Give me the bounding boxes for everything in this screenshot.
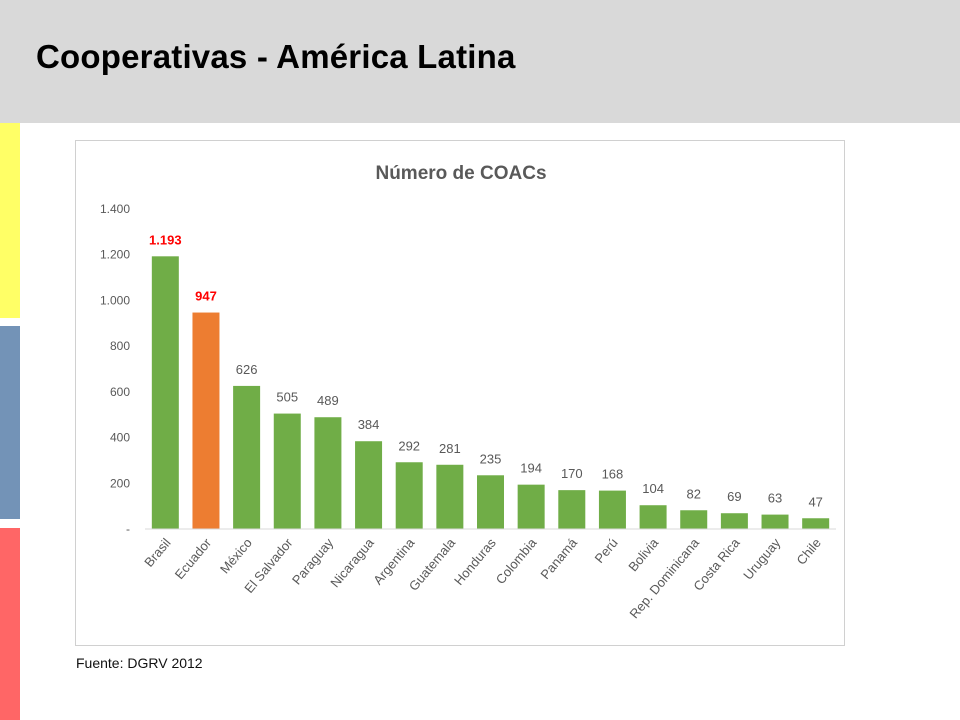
bars-group <box>151 256 830 529</box>
bar-chart-frame: Número de COACs - 200 400 600 800 1.000 1.200 1… <box>75 140 845 646</box>
x-tick-label: Honduras <box>451 535 499 588</box>
bar-15 <box>761 514 789 529</box>
y-tick-label: 200 <box>110 476 130 490</box>
bar-16 <box>802 518 830 529</box>
data-label: 947 <box>195 289 217 304</box>
x-tick-label: Brasil <box>141 535 173 570</box>
bar-11 <box>598 490 626 529</box>
data-label: 168 <box>602 467 624 482</box>
y-tick-label: 1.400 <box>100 202 130 216</box>
data-label: 489 <box>317 393 339 408</box>
x-tick-label: Bolivia <box>625 535 662 575</box>
x-tick-label: Uruguay <box>740 535 783 583</box>
y-tick-label: 1.200 <box>100 248 130 262</box>
x-tick-label: Ecuador <box>172 535 215 582</box>
y-tick-label: 1.000 <box>100 293 130 307</box>
data-label: 1.193 <box>149 232 182 247</box>
bar-13 <box>680 510 708 529</box>
bar-4 <box>314 417 342 529</box>
bar-2 <box>233 385 261 529</box>
data-label: 47 <box>808 494 822 509</box>
data-label: 69 <box>727 489 741 504</box>
data-label: 505 <box>276 390 298 405</box>
slide-header: Cooperativas - América Latina <box>0 0 960 123</box>
bar-5 <box>355 441 383 529</box>
bar-12 <box>639 505 667 529</box>
bar-6 <box>395 462 423 529</box>
accent-stripe-blue <box>0 326 20 519</box>
bar-chart: Número de COACs - 200 400 600 800 1.000 1.200 1… <box>100 163 836 622</box>
y-tick-label: - <box>126 522 130 536</box>
data-labels-group: 1.193 947 626 505 489 384 292 281 235 194 170 168 10… <box>149 232 823 509</box>
y-tick-label: 600 <box>110 385 130 399</box>
x-tick-label: Rep. Dominicana <box>626 535 702 622</box>
y-tick-label: 800 <box>110 339 130 353</box>
accent-stripe-red <box>0 528 20 720</box>
accent-stripe-yellow <box>0 123 20 318</box>
bar-9 <box>517 484 545 529</box>
x-tick-label: Perú <box>592 535 621 566</box>
data-label: 63 <box>768 491 782 506</box>
data-label: 170 <box>561 466 583 481</box>
bar-7 <box>436 464 464 529</box>
bar-3 <box>273 413 301 529</box>
slide-title: Cooperativas - América Latina <box>36 38 516 75</box>
bar-0 <box>151 256 179 529</box>
data-label: 292 <box>398 438 420 453</box>
data-label: 235 <box>480 451 502 466</box>
bar-14 <box>720 513 748 529</box>
data-label: 194 <box>520 461 542 476</box>
data-label: 281 <box>439 441 461 456</box>
data-label: 384 <box>358 417 380 432</box>
x-tick-label: Chile <box>793 535 824 567</box>
bar-10 <box>558 490 586 529</box>
x-tick-label: México <box>217 535 255 576</box>
data-label: 626 <box>236 362 258 377</box>
chart-title: Número de COACs <box>375 163 546 184</box>
source-note: Fuente: DGRV 2012 <box>76 655 203 671</box>
x-tick-label: Panamá <box>537 535 580 582</box>
y-axis: - 200 400 600 800 1.000 1.200 1.400 <box>100 202 130 536</box>
x-tick-label: Nicaragua <box>327 535 377 591</box>
bar-8 <box>477 475 504 529</box>
data-label: 104 <box>642 481 664 496</box>
data-label: 82 <box>687 486 701 501</box>
x-tick-label: Colombia <box>493 535 540 587</box>
y-tick-label: 400 <box>110 431 130 445</box>
bar-1 <box>192 312 220 529</box>
